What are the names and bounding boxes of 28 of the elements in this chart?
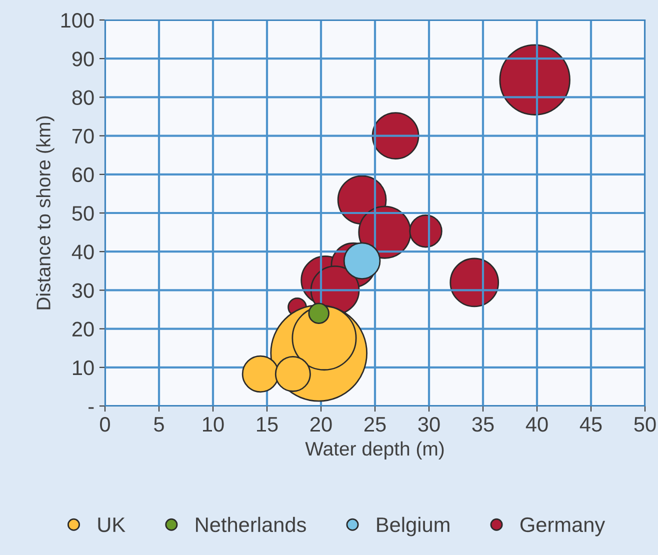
x-tick-label: 50 [634,416,656,432]
y-tick-label: 30 [72,283,94,298]
y-tick-label: 50 [72,206,94,221]
x-tick-label: 15 [257,417,278,432]
x-tick-label: 5 [154,417,164,432]
y-axis-title: Distance to shore (km) [36,116,54,310]
y-tick-label: 40 [72,244,94,260]
x-tick-label: 20 [310,416,332,432]
y-tick-label: 70 [72,128,94,144]
legend-label: Netherlands [196,516,306,532]
y-tick-label: 60 [72,167,94,182]
y-tick-label: 10 [73,360,94,376]
x-tick-label: 10 [203,416,224,432]
x-axis-title: Water depth (m) [305,441,444,460]
y-tick-label: 100 [61,13,94,28]
x-tick-label: 45 [580,417,602,432]
x-tick-label: 0 [100,416,110,432]
y-tick-label: 90 [72,52,94,66]
y-tick-label: 80 [72,90,94,105]
y-tick-label: 20 [72,322,94,337]
legend-label: UK [98,518,126,532]
x-tick-label: 30 [418,416,440,432]
legend-label: Belgium [377,516,450,536]
x-tick-label: 40 [526,416,548,432]
x-tick-label: 35 [472,416,494,432]
x-tick-label: 25 [364,416,386,432]
y-tick-label: - [88,407,94,409]
legend-label: Germany [520,517,606,536]
